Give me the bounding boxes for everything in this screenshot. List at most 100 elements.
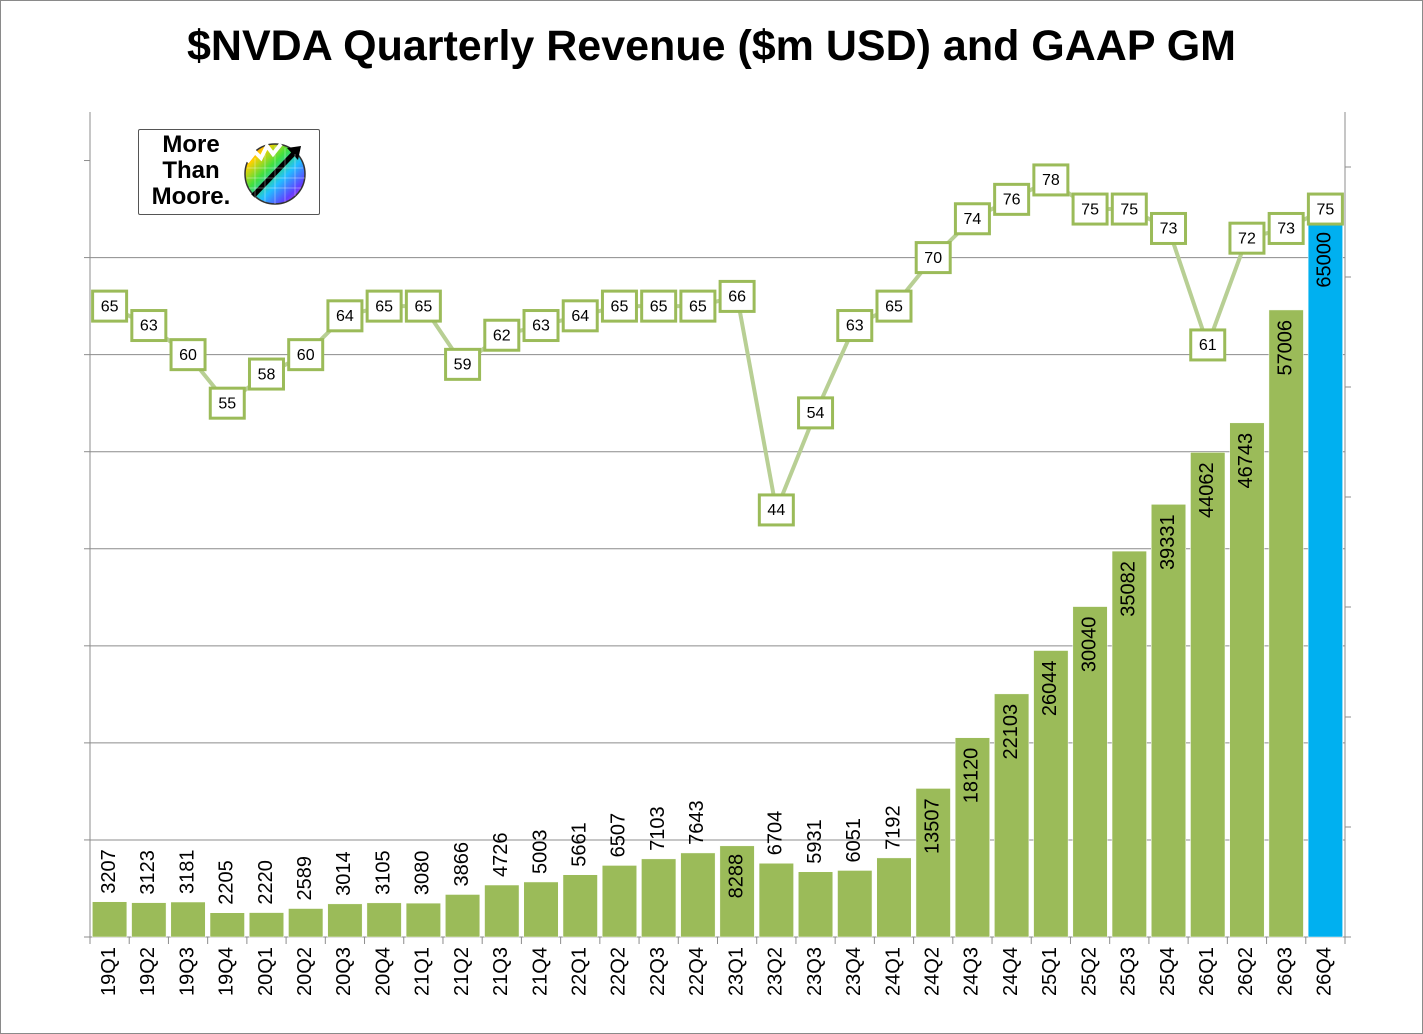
bar-26Q3 bbox=[1268, 309, 1304, 938]
x-tick-label: 20Q1 bbox=[255, 947, 277, 996]
x-tick-label: 20Q2 bbox=[294, 947, 316, 996]
gm-marker bbox=[1150, 211, 1188, 245]
gm-value-label: 65 bbox=[611, 298, 629, 315]
bar-24Q2 bbox=[915, 788, 951, 938]
gm-value-label: 64 bbox=[571, 308, 589, 325]
gm-value-label: 54 bbox=[807, 405, 825, 422]
bar-value-label: 13507 bbox=[921, 798, 943, 854]
gm-value-label: 65 bbox=[689, 298, 707, 315]
gm-marker bbox=[208, 386, 246, 420]
bar-value-label: 2220 bbox=[255, 860, 277, 905]
bar-value-label: 3014 bbox=[333, 851, 355, 896]
x-tick-label: 26Q4 bbox=[1314, 947, 1336, 996]
gm-value-label: 75 bbox=[1081, 201, 1099, 218]
bar-22Q3 bbox=[641, 858, 677, 938]
bar-22Q2 bbox=[601, 865, 637, 938]
rainbow-chip-icon bbox=[244, 142, 306, 205]
bar-20Q4 bbox=[366, 902, 402, 938]
bar-value-label: 7103 bbox=[647, 806, 669, 851]
x-tick-label: 25Q4 bbox=[1157, 947, 1179, 996]
x-tick-label: 23Q2 bbox=[765, 947, 787, 996]
gm-marker bbox=[953, 202, 991, 236]
gm-value-label: 63 bbox=[140, 318, 158, 335]
gm-value-label: 73 bbox=[1160, 221, 1178, 238]
gm-marker bbox=[993, 182, 1031, 216]
gm-marker bbox=[797, 396, 835, 430]
x-tick-label: 22Q4 bbox=[686, 947, 708, 996]
bar-25Q2 bbox=[1072, 606, 1108, 938]
gm-marker bbox=[522, 309, 560, 343]
x-tick-label: 21Q2 bbox=[451, 947, 473, 996]
gm-value-label: 64 bbox=[336, 308, 354, 325]
x-tick-label: 21Q1 bbox=[412, 947, 434, 996]
gm-marker bbox=[1228, 221, 1266, 255]
bar-24Q1 bbox=[876, 857, 912, 938]
x-tick-label: 24Q4 bbox=[1000, 947, 1022, 996]
gm-marker bbox=[91, 289, 129, 323]
bar-26Q4 bbox=[1307, 221, 1343, 938]
bar-value-label: 18120 bbox=[961, 748, 983, 804]
gm-marker bbox=[914, 241, 952, 275]
x-tick-label: 25Q2 bbox=[1078, 947, 1100, 996]
gm-marker bbox=[836, 309, 874, 343]
bar-23Q2 bbox=[758, 863, 794, 938]
bar-value-label: 7192 bbox=[882, 805, 904, 850]
bar-value-label: 30040 bbox=[1078, 617, 1100, 673]
gm-marker bbox=[875, 289, 913, 323]
bar-value-label: 3181 bbox=[176, 850, 198, 895]
bar-value-label: 44062 bbox=[1196, 462, 1218, 518]
gm-value-label: 65 bbox=[101, 298, 119, 315]
bar-25Q4 bbox=[1151, 504, 1187, 938]
gm-marker bbox=[1032, 163, 1070, 197]
bar-23Q4 bbox=[837, 870, 873, 938]
gm-marker bbox=[679, 289, 717, 323]
logo-line-1: More bbox=[162, 131, 220, 158]
gm-marker bbox=[757, 493, 795, 527]
bar-value-label: 5931 bbox=[804, 819, 826, 864]
gm-value-label: 60 bbox=[297, 347, 315, 364]
x-tick-label: 19Q4 bbox=[216, 947, 238, 996]
gm-marker bbox=[1189, 328, 1227, 362]
x-tick-label: 23Q1 bbox=[725, 947, 747, 996]
gm-value-label: 73 bbox=[1277, 221, 1295, 238]
gm-value-label: 76 bbox=[1003, 192, 1021, 209]
gm-marker bbox=[1071, 192, 1109, 226]
bar-24Q4 bbox=[994, 693, 1030, 938]
gm-value-label: 75 bbox=[1120, 201, 1138, 218]
bar-25Q3 bbox=[1111, 550, 1147, 938]
bar-value-label: 7643 bbox=[686, 800, 708, 845]
gm-marker bbox=[561, 299, 599, 333]
x-tick-label: 21Q4 bbox=[529, 947, 551, 996]
bar-value-label: 4726 bbox=[490, 833, 512, 878]
gm-marker bbox=[404, 289, 442, 323]
x-tick-label: 24Q3 bbox=[961, 947, 983, 996]
x-tick-label: 20Q4 bbox=[372, 947, 394, 996]
x-tick-label: 19Q1 bbox=[98, 947, 120, 996]
bar-value-label: 8288 bbox=[725, 854, 747, 899]
gm-marker bbox=[169, 338, 207, 372]
bar-24Q3 bbox=[954, 737, 990, 938]
bar-value-label: 6704 bbox=[765, 811, 787, 856]
bar-21Q2 bbox=[445, 894, 481, 938]
bar-22Q1 bbox=[562, 874, 598, 938]
gm-value-label: 61 bbox=[1199, 337, 1217, 354]
gm-value-label: 66 bbox=[728, 289, 746, 306]
gm-value-label: 55 bbox=[218, 395, 236, 412]
x-tick-label: 26Q1 bbox=[1196, 947, 1218, 996]
bar-value-label: 65000 bbox=[1314, 232, 1336, 288]
gm-marker bbox=[483, 318, 521, 352]
x-tick-label: 25Q3 bbox=[1118, 947, 1140, 996]
bar-19Q4 bbox=[209, 912, 245, 938]
bar-21Q4 bbox=[523, 881, 559, 938]
bar-value-label: 39331 bbox=[1157, 514, 1179, 570]
bar-value-label: 3105 bbox=[372, 850, 394, 895]
gm-value-label: 70 bbox=[924, 250, 942, 267]
logo-line-3: Moore. bbox=[151, 183, 231, 210]
bar-value-label: 22103 bbox=[1000, 704, 1022, 760]
gm-value-label: 44 bbox=[767, 502, 785, 519]
gm-value-label: 63 bbox=[532, 318, 550, 335]
gm-marker bbox=[247, 357, 285, 391]
gm-value-label: 65 bbox=[885, 298, 903, 315]
logo-line-2: Than bbox=[162, 157, 220, 184]
